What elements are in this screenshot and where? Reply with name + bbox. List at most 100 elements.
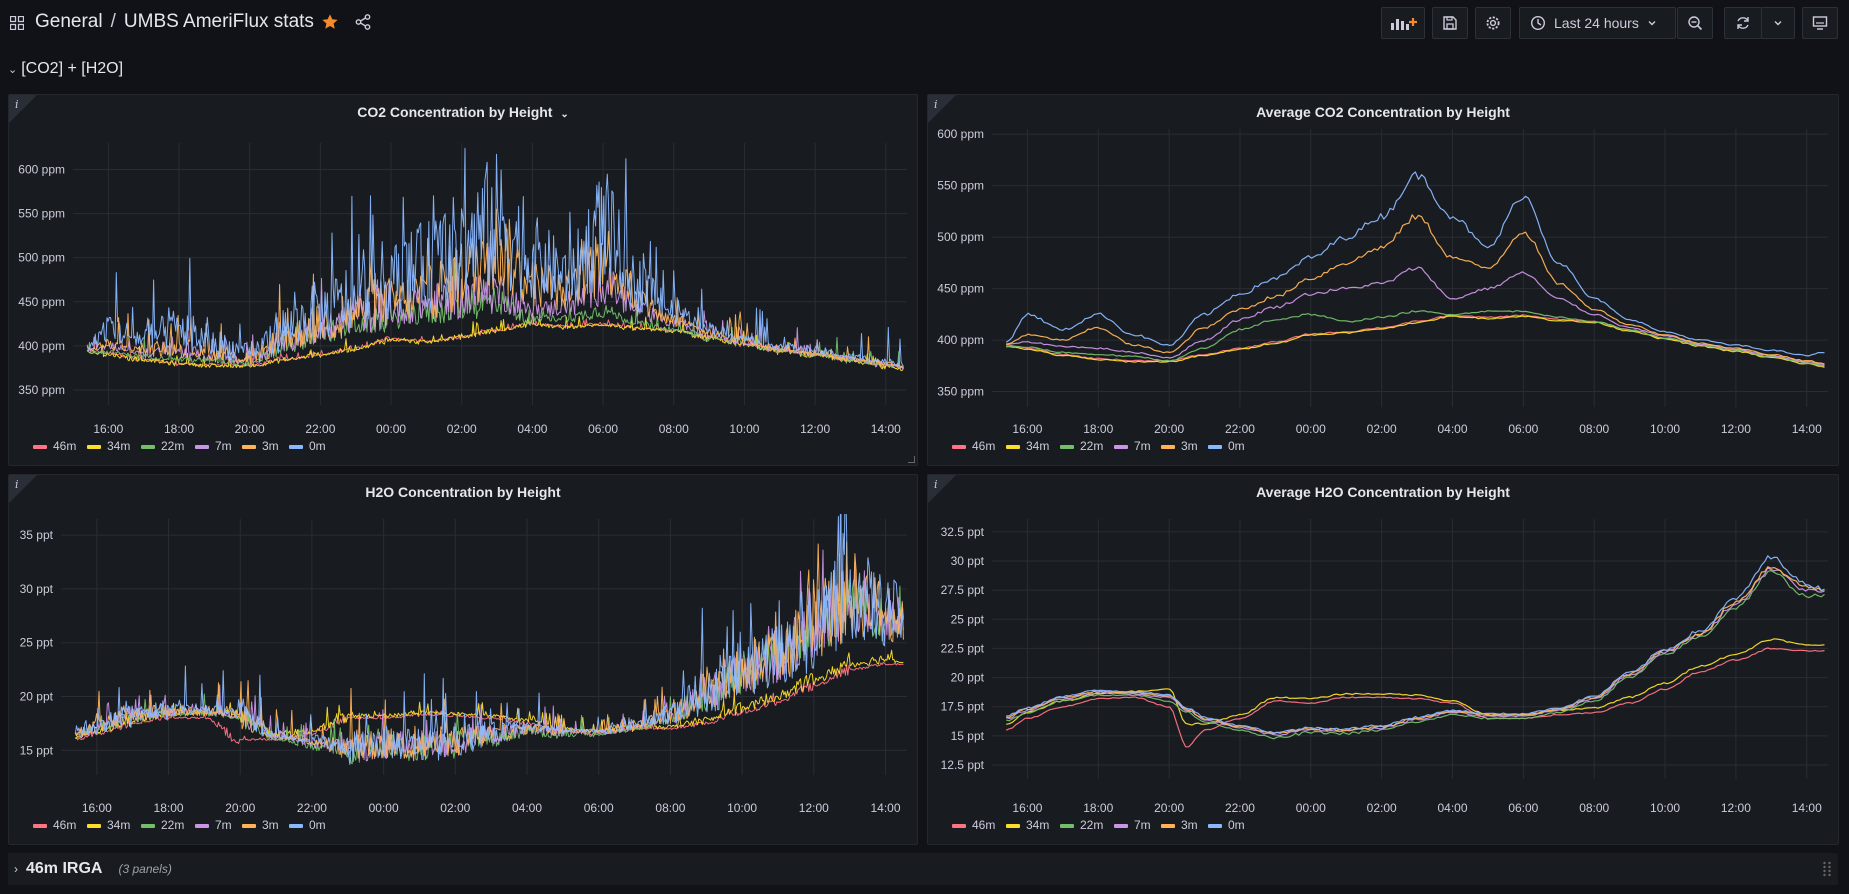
resize-handle[interactable] — [908, 456, 915, 463]
series-line-34m — [1006, 638, 1825, 726]
drag-handle-icon[interactable] — [1822, 861, 1832, 877]
legend-swatch-34m — [87, 445, 101, 449]
y-tick-label: 350 ppm — [937, 385, 984, 399]
save-button[interactable] — [1432, 7, 1468, 39]
apps-grid-icon[interactable] — [10, 16, 24, 30]
x-tick-label: 06:00 — [1508, 422, 1538, 436]
time-range-label: Last 24 hours — [1554, 15, 1639, 31]
time-range-picker[interactable]: Last 24 hours — [1519, 7, 1676, 39]
legend-item-34m[interactable]: 34m — [1026, 439, 1049, 453]
legend-swatch-3m — [242, 824, 256, 828]
x-tick-label: 18:00 — [1083, 422, 1113, 436]
top-nav: General / UMBS AmeriFlux stats — [0, 0, 1849, 46]
clock-icon — [1530, 15, 1546, 31]
legend-swatch-3m — [1161, 824, 1175, 828]
panel-average-co2-concentration[interactable]: i Average CO2 Concentration by Height 35… — [927, 94, 1839, 466]
h2o-chart[interactable]: 15 ppt 20 ppt 25 ppt 30 ppt 35 ppt 16:00 18:00… — [9, 475, 919, 846]
legend-item-7m[interactable]: 7m — [1134, 818, 1151, 832]
legend-item-0m[interactable]: 0m — [309, 439, 326, 453]
y-tick-label: 25 ppt — [20, 636, 54, 650]
breadcrumb-folder[interactable]: General — [35, 11, 103, 32]
average-co2-chart[interactable]: 350 ppm 400 ppm 450 ppm 500 ppm 550 ppm 600 p… — [928, 95, 1840, 467]
legend-item-0m[interactable]: 0m — [309, 818, 326, 832]
x-tick-label: 16:00 — [1012, 801, 1042, 815]
x-tick-label: 16:00 — [93, 422, 123, 436]
legend-item-22m[interactable]: 22m — [1080, 439, 1103, 453]
panel-average-h2o-concentration[interactable]: i Average H2O Concentration by Height 12… — [927, 474, 1839, 845]
legend-swatch-7m — [1114, 445, 1128, 449]
legend-item-3m[interactable]: 3m — [1181, 818, 1198, 832]
legend-item-46m[interactable]: 46m — [972, 818, 995, 832]
info-icon[interactable]: i — [934, 98, 938, 111]
legend-item-0m[interactable]: 0m — [1228, 439, 1245, 453]
series-line-0m — [1005, 171, 1825, 357]
legend-item-7m[interactable]: 7m — [1134, 439, 1151, 453]
tv-mode-button[interactable] — [1802, 7, 1838, 39]
row-panel-count: (3 panels) — [118, 862, 172, 876]
legend-item-46m[interactable]: 46m — [972, 439, 995, 453]
average-h2o-chart[interactable]: 12.5 ppt 15 ppt 17.5 ppt 20 ppt 22.5 ppt 25 p… — [928, 475, 1840, 846]
legend-item-46m[interactable]: 46m — [53, 439, 76, 453]
legend-item-3m[interactable]: 3m — [262, 439, 279, 453]
legend-item-34m[interactable]: 34m — [1026, 818, 1049, 832]
dashboard-title[interactable]: UMBS AmeriFlux stats — [123, 11, 314, 32]
x-tick-label: 18:00 — [154, 801, 184, 815]
legend-swatch-0m — [1208, 824, 1222, 828]
breadcrumb: General / UMBS AmeriFlux stats — [35, 11, 314, 33]
info-corner — [9, 95, 37, 123]
refresh-interval-dropdown[interactable] — [1761, 7, 1795, 39]
x-tick-label: 08:00 — [1579, 422, 1609, 436]
legend-item-7m[interactable]: 7m — [215, 439, 232, 453]
x-tick-label: 18:00 — [164, 422, 194, 436]
info-icon[interactable]: i — [934, 478, 938, 491]
y-tick-label: 27.5 ppt — [941, 583, 985, 597]
y-tick-label: 600 ppm — [18, 162, 65, 176]
legend-item-22m[interactable]: 22m — [161, 818, 184, 832]
panel-co2-concentration[interactable]: i CO2 Concentration by Height ⌄ 350 ppm 4… — [8, 94, 918, 466]
refresh-button[interactable] — [1724, 7, 1762, 39]
x-tick-label: 20:00 — [235, 422, 265, 436]
add-panel-button[interactable] — [1381, 7, 1425, 39]
star-icon[interactable] — [321, 13, 339, 31]
x-tick-label: 06:00 — [584, 801, 614, 815]
x-tick-label: 02:00 — [447, 422, 477, 436]
legend-item-3m[interactable]: 3m — [1181, 439, 1198, 453]
info-icon[interactable]: i — [15, 478, 19, 491]
x-tick-label: 14:00 — [870, 801, 900, 815]
share-icon[interactable] — [355, 14, 371, 30]
panel-title[interactable]: H2O Concentration by Height — [365, 484, 561, 500]
y-tick-label: 30 ppt — [20, 582, 54, 596]
legend-item-7m[interactable]: 7m — [215, 818, 232, 832]
legend-item-0m[interactable]: 0m — [1228, 818, 1245, 832]
panel-title[interactable]: Average H2O Concentration by Height — [1256, 484, 1510, 500]
x-tick-label: 12:00 — [1721, 422, 1751, 436]
zoom-out-button[interactable] — [1677, 7, 1713, 39]
legend-item-22m[interactable]: 22m — [1080, 818, 1103, 832]
legend: 46m 34m 22m 7m 3m 0m — [952, 439, 1245, 453]
settings-button[interactable] — [1475, 7, 1511, 39]
co2-chart[interactable]: 350 ppm 400 ppm 450 ppm 500 ppm 550 ppm 600 p… — [9, 95, 919, 467]
legend-item-34m[interactable]: 34m — [107, 439, 130, 453]
x-tick-label: 20:00 — [1154, 801, 1184, 815]
x-tick-label: 00:00 — [1296, 422, 1326, 436]
series-line-7m — [74, 549, 904, 762]
y-tick-label: 15 ppt — [951, 729, 985, 743]
legend-item-3m[interactable]: 3m — [262, 818, 279, 832]
x-tick-label: 00:00 — [1296, 801, 1326, 815]
row-46m-irga[interactable]: › 46m IRGA (3 panels) — [8, 853, 1838, 885]
y-tick-label: 550 ppm — [18, 207, 65, 221]
legend-item-34m[interactable]: 34m — [107, 818, 130, 832]
info-icon[interactable]: i — [15, 98, 19, 111]
y-tick-label: 30 ppt — [951, 554, 985, 568]
legend-swatch-34m — [1006, 445, 1020, 449]
row-header-co2-h2o[interactable]: ⌄ [CO2] + [H2O] — [8, 60, 123, 78]
panel-title[interactable]: CO2 Concentration by Height ⌄ — [9, 104, 917, 120]
x-tick-label: 02:00 — [1367, 801, 1397, 815]
legend-item-22m[interactable]: 22m — [161, 439, 184, 453]
panel-title[interactable]: Average CO2 Concentration by Height — [1256, 104, 1510, 120]
x-tick-label: 20:00 — [1154, 422, 1184, 436]
legend-swatch-22m — [1060, 445, 1074, 449]
legend-item-46m[interactable]: 46m — [53, 818, 76, 832]
x-tick-label: 10:00 — [1650, 422, 1680, 436]
panel-h2o-concentration[interactable]: i H2O Concentration by Height 15 ppt 20 p… — [8, 474, 918, 845]
